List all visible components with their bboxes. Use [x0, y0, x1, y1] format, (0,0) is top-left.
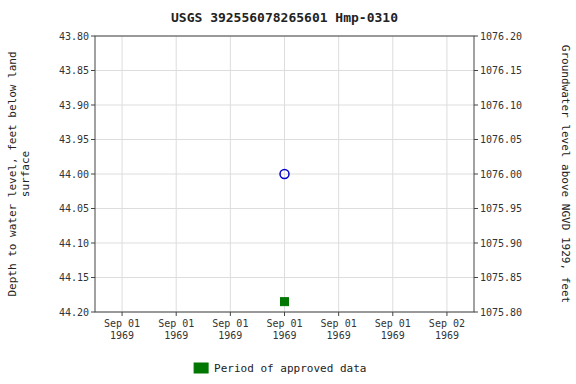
x-tick-label: Sep 011969	[158, 318, 194, 341]
x-tick	[122, 312, 123, 316]
y2-label-group: Groundwater level above NGVD 1929, feet	[559, 45, 572, 303]
x-tick	[230, 312, 231, 316]
y-tick-label: 44.00	[59, 169, 89, 180]
y2-tick-label: 1076.15	[480, 65, 522, 76]
x-tick	[338, 312, 339, 316]
y2-tick	[474, 139, 478, 140]
grid-line	[338, 36, 339, 312]
grid-line	[284, 36, 285, 312]
y2-tick	[474, 174, 478, 175]
x-tick-label: Sep 021969	[429, 318, 465, 341]
y-tick	[91, 105, 95, 106]
y2-tick-label: 1075.90	[480, 238, 522, 249]
legend-swatch	[194, 363, 208, 373]
x-tick	[392, 312, 393, 316]
x-tick	[446, 312, 447, 316]
y2-tick	[474, 243, 478, 244]
legend-label: Period of approved data	[214, 362, 366, 375]
grid-line	[392, 36, 393, 312]
y-tick-label: 44.05	[59, 203, 89, 214]
y2-tick-label: 1076.05	[480, 134, 522, 145]
y-tick	[91, 312, 95, 313]
y-tick	[91, 70, 95, 71]
y-tick	[91, 36, 95, 37]
y-tick-label: 43.80	[59, 31, 89, 42]
y2-tick-label: 1075.85	[480, 272, 522, 283]
plot-frame	[95, 36, 474, 312]
x-tick-label: Sep 011969	[266, 318, 302, 341]
x-tick-label: Sep 011969	[321, 318, 357, 341]
marks	[280, 170, 289, 306]
y-tick	[91, 174, 95, 175]
y2-tick	[474, 312, 478, 313]
y-tick-label: 44.10	[59, 238, 89, 249]
y-tick-label: 43.85	[59, 65, 89, 76]
grid-line	[446, 36, 447, 312]
y-tick-label: 43.90	[59, 100, 89, 111]
grid-line	[122, 36, 123, 312]
y2-tick-label: 1076.00	[480, 169, 522, 180]
x-tick-label: Sep 011969	[104, 318, 140, 341]
y2-tick	[474, 277, 478, 278]
axes: 43.80 43.85 43.90 43.95 44.00 44.05 44.10 44.15…	[59, 31, 522, 342]
x-tick	[176, 312, 177, 316]
y-tick	[91, 277, 95, 278]
y-tick	[91, 208, 95, 209]
y-axis-label: Depth to water level, feet below landsur…	[6, 51, 32, 296]
x-tick-label: Sep 011969	[212, 318, 248, 341]
grid-line	[176, 36, 177, 312]
title: USGS 392556078265601 Hmp-0310	[171, 10, 398, 25]
point	[280, 170, 289, 179]
point	[281, 298, 289, 306]
y-label-group: Depth to water level, feet below landsur…	[6, 51, 32, 296]
y2-axis-label: Groundwater level above NGVD 1929, feet	[559, 45, 572, 303]
x-tick	[284, 312, 285, 316]
y2-tick-label: 1075.80	[480, 307, 522, 318]
y-tick	[91, 139, 95, 140]
grid	[95, 36, 474, 312]
y2-tick-label: 1076.20	[480, 31, 522, 42]
legend: Period of approved data	[194, 362, 366, 375]
x-tick-label: Sep 011969	[375, 318, 411, 341]
y2-tick	[474, 36, 478, 37]
y2-tick-label: 1075.95	[480, 203, 522, 214]
y2-tick	[474, 70, 478, 71]
y2-tick	[474, 208, 478, 209]
y-tick-label: 44.20	[59, 307, 89, 318]
grid-line	[230, 36, 231, 312]
y-tick	[91, 243, 95, 244]
y-tick-label: 44.15	[59, 272, 89, 283]
y-tick-label: 43.95	[59, 134, 89, 145]
chart: 43.80 43.85 43.90 43.95 44.00 44.05 44.10 44.15…	[0, 0, 576, 384]
y2-tick-label: 1076.10	[480, 100, 522, 111]
y2-tick	[474, 105, 478, 106]
